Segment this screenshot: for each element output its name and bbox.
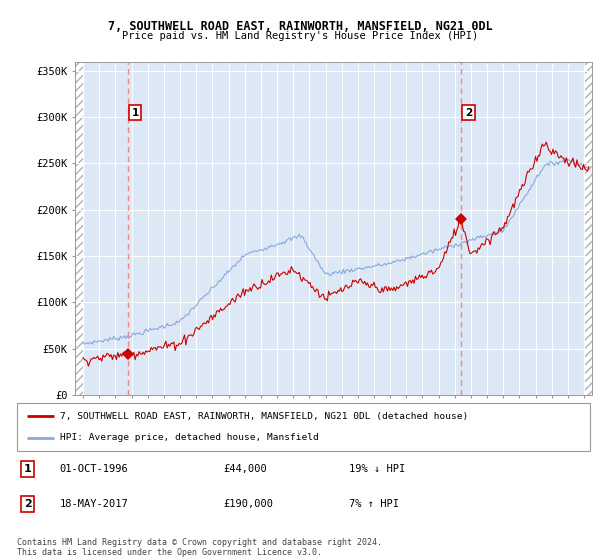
Text: £44,000: £44,000 [223,464,267,474]
Text: 01-OCT-1996: 01-OCT-1996 [60,464,128,474]
Bar [584,62,592,395]
Bar [584,62,592,395]
Text: 7, SOUTHWELL ROAD EAST, RAINWORTH, MANSFIELD, NG21 0DL: 7, SOUTHWELL ROAD EAST, RAINWORTH, MANSF… [107,20,493,32]
Text: Contains HM Land Registry data © Crown copyright and database right 2024.
This d: Contains HM Land Registry data © Crown c… [17,538,382,557]
Text: 2: 2 [23,499,31,509]
Text: 7, SOUTHWELL ROAD EAST, RAINWORTH, MANSFIELD, NG21 0DL (detached house): 7, SOUTHWELL ROAD EAST, RAINWORTH, MANSF… [60,412,468,421]
Text: Price paid vs. HM Land Registry's House Price Index (HPI): Price paid vs. HM Land Registry's House … [122,31,478,41]
Text: 2: 2 [465,108,472,118]
Text: 1: 1 [131,108,139,118]
Text: HPI: Average price, detached house, Mansfield: HPI: Average price, detached house, Mans… [60,433,319,442]
Text: 19% ↓ HPI: 19% ↓ HPI [349,464,406,474]
Text: 1: 1 [23,464,31,474]
Bar [75,62,83,395]
FancyBboxPatch shape [17,403,590,451]
Text: £190,000: £190,000 [223,499,273,509]
Text: 18-MAY-2017: 18-MAY-2017 [60,499,128,509]
Bar [75,62,83,395]
Text: 7% ↑ HPI: 7% ↑ HPI [349,499,399,509]
